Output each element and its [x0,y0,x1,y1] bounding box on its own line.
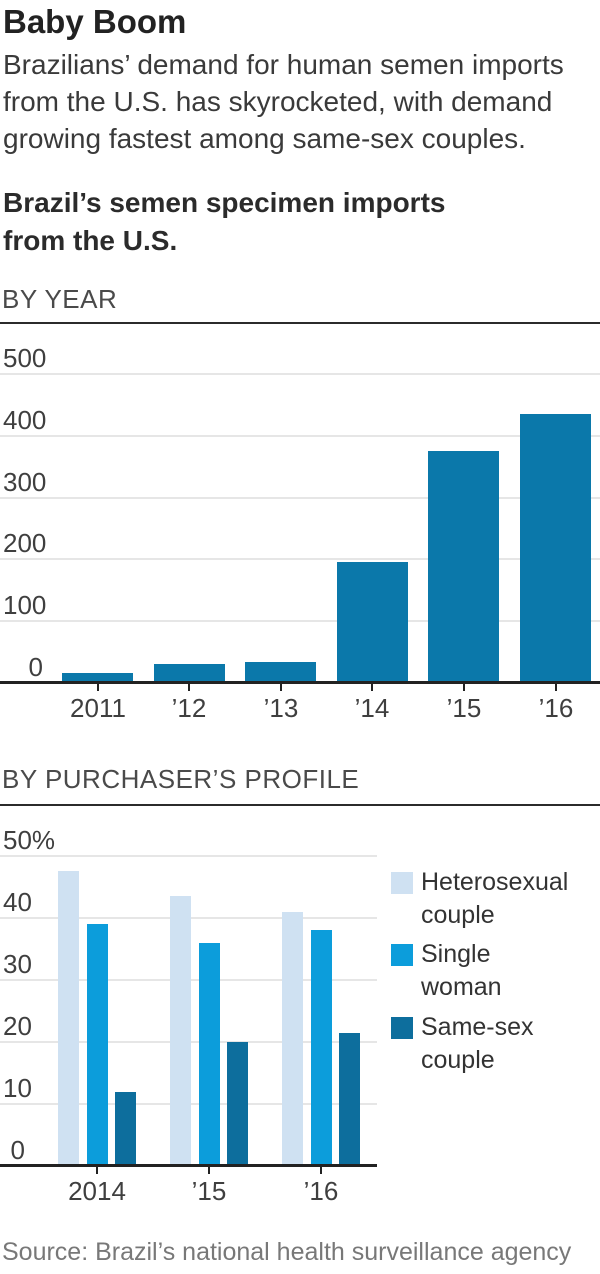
legend-label: Single woman [421,938,502,1004]
axis-tick [555,684,557,691]
legend-label-line: Same-sex [421,1013,534,1041]
bar [520,414,591,683]
bar [154,664,225,683]
axis-tick [371,684,373,691]
y-tick-label: 0 [10,1135,25,1165]
y-tick-label: 40 [3,887,32,917]
axis-tick [97,684,99,691]
y-tick-label: 400 [3,404,47,435]
chart-title: Brazil’s semen specimen imports from the… [3,184,445,260]
y-tick-label: 100 [3,590,47,621]
legend-item: Heterosexual couple [391,866,568,932]
x-tick-label: ’16 [303,1176,339,1206]
bar [62,673,133,683]
axis-tick [280,684,282,691]
legend-label-line: Single [421,940,491,968]
bar [170,896,191,1166]
legend-label-line: couple [421,901,495,929]
legend-label-line: Heterosexual [421,868,569,896]
subtitle-line: from the U.S. has skyrocketed, with dema… [3,86,553,117]
x-tick-label: ’16 [538,693,574,723]
gridline [0,496,600,499]
y-tick-label: 0 [28,652,43,682]
bar [337,562,408,683]
y-tick-label: 20 [3,1011,32,1041]
x-tick-label: ’15 [191,1176,227,1206]
legend-swatch [391,872,413,894]
section-label-by-purchaser-profile: BY PURCHASER’S PROFILE [2,764,360,794]
x-tick-label: 2014 [68,1176,126,1206]
bar [227,1042,248,1166]
bar [282,912,303,1166]
axis-tick [320,1167,322,1174]
legend-label-line: woman [421,973,502,1001]
legend-item: Same-sex couple [391,1011,534,1077]
gridline [0,558,600,561]
section-label-by-year: BY YEAR [2,284,118,314]
x-tick-label: ’15 [446,693,482,723]
page-title: Baby Boom [3,3,187,40]
x-tick-label: ’14 [354,693,390,723]
legend-label: Same-sex couple [421,1011,534,1077]
subtitle-line: growing fastest among same-sex couples. [3,123,526,154]
x-tick-label: ’13 [263,693,299,723]
x-tick-label: ’12 [171,693,207,723]
axis-tick [96,1167,98,1174]
chart-title-line: from the U.S. [3,225,178,256]
y-tick-label: 300 [3,466,47,497]
gridline [0,434,600,437]
by-purchaser-profile-bar-chart: 0 10 20 30 40 50% 2014 ’15 ’16 Heterosexual couple… [0,820,600,1240]
y-tick-label: 50% [3,825,56,855]
gridline [0,620,600,623]
axis-tick [463,684,465,691]
y-tick-label: 200 [3,528,47,559]
axis-tick [208,1167,210,1174]
chart-title-line: Brazil’s semen specimen imports [3,187,446,218]
bar [245,662,316,683]
legend-label: Heterosexual couple [421,866,568,932]
bar [339,1033,360,1166]
x-axis [0,1164,377,1167]
y-tick-label: 10 [3,1073,32,1103]
subtitle-line: Brazilians’ demand for human semen impor… [3,49,564,80]
subtitle: Brazilians’ demand for human semen impor… [3,46,564,157]
bar [428,451,499,683]
section-divider [0,804,600,806]
x-axis [0,681,600,684]
x-tick-label: 2011 [70,693,126,723]
gridline [0,855,377,857]
legend-item: Single woman [391,938,502,1004]
gridline [0,373,600,375]
bar [115,1092,136,1166]
source-note: Source: Brazil’s national health surveil… [2,1238,572,1266]
legend-label-line: couple [421,1046,495,1074]
legend-swatch [391,944,413,966]
legend-swatch [391,1017,413,1039]
by-year-bar-chart: 0 100 200 300 400 500 2011 ’12 ’13 ’14 ’15 ’16 [0,340,600,740]
axis-tick [188,684,190,691]
bar [87,924,108,1166]
y-tick-label: 500 [3,343,47,373]
y-tick-label: 30 [3,949,32,979]
section-divider [0,322,600,324]
bar [199,943,220,1166]
bar [58,871,79,1166]
bar [311,930,332,1166]
